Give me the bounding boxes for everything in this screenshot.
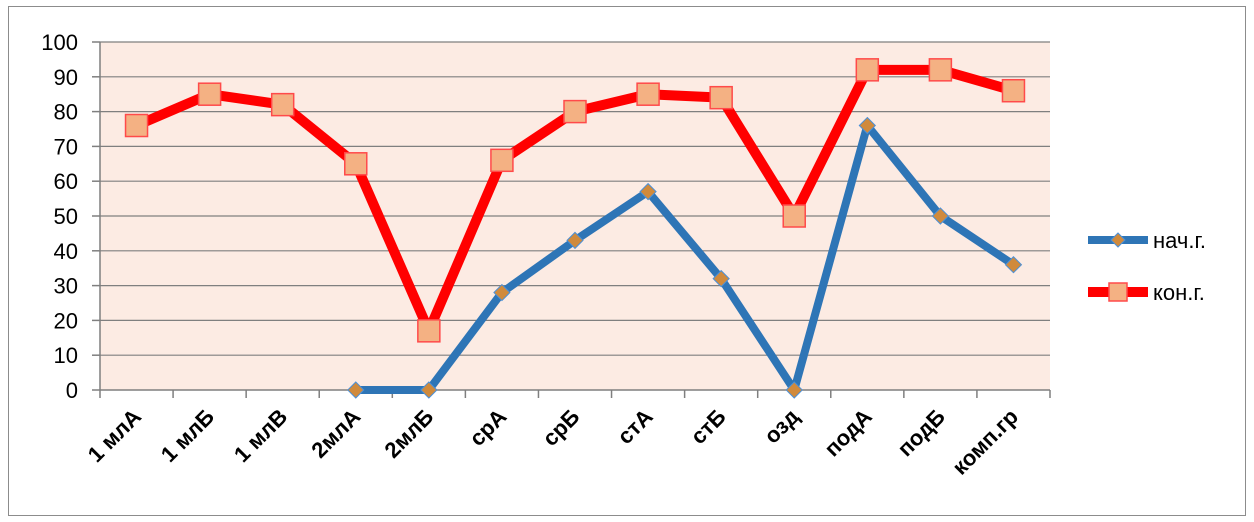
legend-label: нач.г. xyxy=(1153,228,1206,253)
y-tick-label: 0 xyxy=(66,378,78,403)
data-point xyxy=(709,85,733,110)
legend-marker xyxy=(1110,232,1126,248)
data-point xyxy=(344,152,368,176)
data-point xyxy=(197,82,222,106)
x-tick-label: озд xyxy=(759,404,804,449)
x-tick-label: 2млБ xyxy=(379,404,438,463)
data-point xyxy=(420,381,438,399)
data-point xyxy=(782,204,806,228)
x-tick-label: 1 млА xyxy=(83,404,146,467)
y-tick-label: 60 xyxy=(54,169,78,194)
y-tick-label: 50 xyxy=(54,204,78,229)
data-point xyxy=(712,269,730,288)
series-0 xyxy=(347,116,1023,399)
data-point xyxy=(928,58,953,82)
legend-item: кон.г. xyxy=(1088,280,1205,305)
data-point xyxy=(639,182,657,201)
x-tick-label: подБ xyxy=(892,404,950,462)
x-tick-label: 1 млВ xyxy=(229,404,292,467)
y-tick-label: 40 xyxy=(54,239,78,264)
data-point xyxy=(566,231,584,250)
data-point xyxy=(124,113,149,138)
series-1 xyxy=(124,58,1026,343)
data-point xyxy=(855,58,880,82)
y-tick-label: 80 xyxy=(54,100,78,125)
y-tick-label: 70 xyxy=(54,134,78,159)
data-point xyxy=(270,92,295,117)
x-tick-label: стБ xyxy=(686,404,731,449)
data-point xyxy=(931,207,950,225)
series xyxy=(124,58,1026,399)
x-tick-label: срА xyxy=(464,404,511,451)
y-tick-labels: 0 10 20 30 40 50 60 70 80 90 100 xyxy=(41,30,78,403)
x-tick-labels: 1 млА 1 млБ 1 млВ 2млА 2млБ срА срБ стА стБ озд по… xyxy=(83,404,1023,480)
data-point xyxy=(490,148,514,173)
y-tick-label: 90 xyxy=(54,65,78,90)
x-tick-label: подА xyxy=(819,404,877,462)
y-tick-label: 30 xyxy=(54,274,78,299)
data-point xyxy=(493,283,511,302)
legend-label: кон.г. xyxy=(1153,280,1205,305)
y-tick-label: 10 xyxy=(54,343,78,368)
data-point xyxy=(858,116,877,135)
y-tick-label: 20 xyxy=(54,308,78,333)
x-tick-label: 2млА xyxy=(306,404,365,463)
axes xyxy=(92,41,1051,398)
legend-item: нач.г. xyxy=(1088,228,1206,253)
legend-marker xyxy=(1108,282,1128,302)
data-point xyxy=(347,381,365,399)
legend: нач.г. кон.г. xyxy=(1088,228,1206,305)
data-point xyxy=(785,381,803,399)
x-tick-label: 1 млБ xyxy=(156,404,219,467)
data-point xyxy=(636,82,660,106)
y-tick-label: 100 xyxy=(41,30,78,55)
data-point xyxy=(1001,78,1026,103)
series-line xyxy=(351,121,1018,394)
x-tick-label: срБ xyxy=(538,404,585,451)
data-point xyxy=(417,319,441,343)
data-point xyxy=(563,99,587,124)
gridlines xyxy=(100,41,1050,356)
x-tick-label: комп.гр xyxy=(947,404,1023,480)
data-point xyxy=(1004,256,1023,274)
x-tick-label: стА xyxy=(612,404,657,449)
